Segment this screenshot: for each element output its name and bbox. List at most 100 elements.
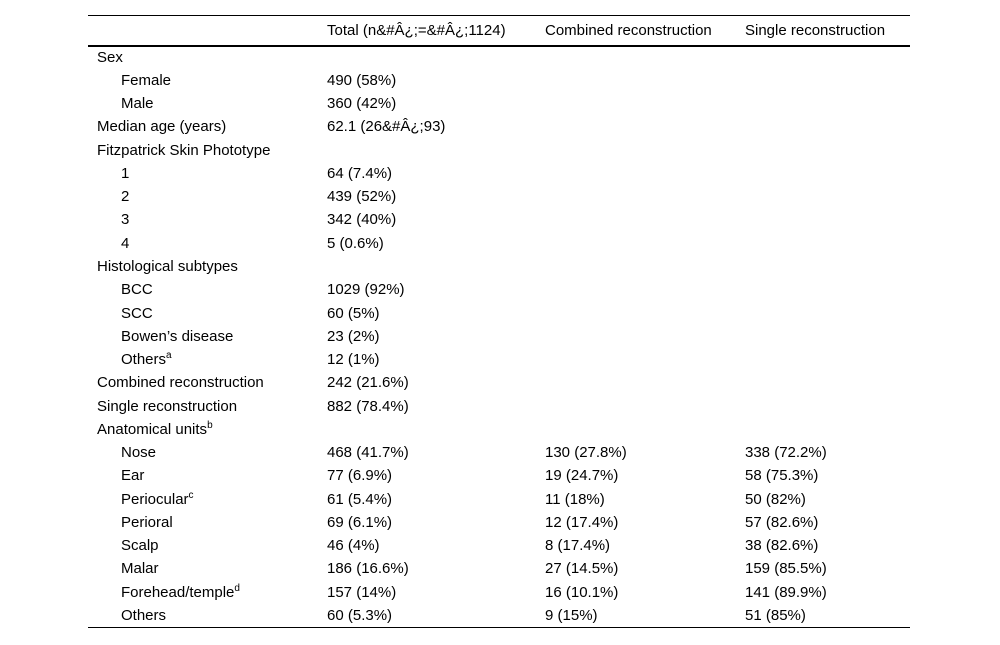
single-cell: 58 (75.3%): [745, 467, 819, 485]
footnote-marker: a: [166, 350, 172, 362]
row-label: Nose: [121, 444, 157, 462]
combined-cell: [545, 139, 745, 162]
combined-cell: [545, 278, 745, 301]
table-row: Periocularc 61 (5.4%) 11 (18%) 50 (82%): [88, 488, 910, 511]
table-row: Female 490 (58%): [88, 69, 910, 92]
single-cell: [745, 232, 910, 255]
single-cell: [745, 162, 910, 185]
row-label: 3: [121, 211, 130, 229]
table-row: Malar 186 (16.6%) 27 (14.5%) 159 (85.5%): [88, 557, 910, 580]
column-header-empty: [88, 15, 327, 47]
single-cell: [745, 348, 910, 371]
row-label: 1: [121, 164, 130, 182]
total-cell: 12 (1%): [327, 351, 380, 369]
combined-cell: [545, 371, 745, 394]
total-cell: [327, 139, 545, 162]
single-cell: [745, 278, 910, 301]
single-cell: [745, 139, 910, 162]
table-row: Ear 77 (6.9%) 19 (24.7%) 58 (75.3%): [88, 464, 910, 487]
row-label: Malar: [121, 560, 159, 578]
row-label: Combined reconstruction: [97, 374, 264, 392]
total-cell: [327, 418, 545, 441]
combined-cell: 19 (24.7%): [545, 467, 619, 485]
total-cell: [327, 46, 545, 69]
combined-cell: [545, 185, 745, 208]
row-label: Median age (years): [97, 118, 227, 136]
table-row: Single reconstruction 882 (78.4%): [88, 394, 910, 417]
table-row: BCC 1029 (92%): [88, 278, 910, 301]
footnote-marker: d: [234, 582, 240, 594]
total-cell: 77 (6.9%): [327, 467, 393, 485]
total-cell: 62.1 (26&#Â¿;93): [327, 118, 446, 136]
table-row: Perioral 69 (6.1%) 12 (17.4%) 57 (82.6%): [88, 511, 910, 534]
combined-cell: [545, 255, 745, 278]
table-row: Fitzpatrick Skin Phototype: [88, 139, 910, 162]
row-label: Sex: [97, 49, 123, 67]
combined-cell: 11 (18%): [545, 490, 605, 508]
total-cell: 342 (40%): [327, 211, 397, 229]
total-cell: 242 (21.6%): [327, 374, 409, 392]
total-cell: 490 (58%): [327, 71, 397, 89]
column-header-combined-reconstruction: Combined reconstruction: [545, 15, 745, 47]
footnote-marker: c: [188, 489, 194, 501]
combined-cell: 16 (10.1%): [545, 583, 619, 601]
combined-cell: [545, 325, 745, 348]
table-row: Histological subtypes: [88, 255, 910, 278]
table-row: 2 439 (52%): [88, 185, 910, 208]
row-label: Perioral: [121, 513, 173, 531]
table-row: 3 342 (40%): [88, 208, 910, 231]
total-cell: 46 (4%): [327, 537, 380, 555]
single-cell: [745, 46, 910, 69]
patient-characteristics-table: Total (n&#Â¿;=&#Â¿;1124) Combined recons…: [88, 15, 910, 628]
total-cell: 64 (7.4%): [327, 164, 393, 182]
row-label: Others: [88, 603, 327, 628]
table-row: Bowen’s disease 23 (2%): [88, 325, 910, 348]
table-row: Othersa 12 (1%): [88, 348, 910, 371]
combined-cell: [545, 301, 745, 324]
single-cell: [745, 301, 910, 324]
single-cell: [745, 92, 910, 115]
table-row: Male 360 (42%): [88, 92, 910, 115]
single-cell: [745, 255, 910, 278]
total-cell: 439 (52%): [327, 188, 397, 206]
combined-cell: [545, 92, 745, 115]
row-label: Forehead/templed: [121, 582, 240, 601]
row-label: Single reconstruction: [97, 397, 238, 415]
single-cell: [745, 325, 910, 348]
total-cell: 61 (5.4%): [327, 490, 393, 508]
combined-cell: [545, 348, 745, 371]
combined-cell: [545, 232, 745, 255]
single-cell: [745, 185, 910, 208]
combined-cell: [545, 115, 745, 138]
combined-cell: [545, 162, 745, 185]
column-header-single-reconstruction: Single reconstruction: [745, 15, 910, 47]
combined-cell: [545, 394, 745, 417]
total-cell: 69 (6.1%): [327, 513, 393, 531]
total-cell: 468 (41.7%): [327, 444, 409, 462]
single-cell: [745, 115, 910, 138]
combined-cell: 27 (14.5%): [545, 560, 619, 578]
single-cell: 159 (85.5%): [745, 560, 827, 578]
table-row: 4 5 (0.6%): [88, 232, 910, 255]
table-row: Anatomical unitsb: [88, 418, 910, 441]
row-label: Periocularc: [121, 489, 194, 508]
table-header: Total (n&#Â¿;=&#Â¿;1124) Combined recons…: [88, 15, 910, 47]
single-cell: 57 (82.6%): [745, 513, 819, 531]
table-row: Sex: [88, 46, 910, 69]
total-cell: 60 (5%): [327, 304, 380, 322]
column-header-total: Total (n&#Â¿;=&#Â¿;1124): [327, 15, 545, 47]
single-cell: 50 (82%): [745, 490, 806, 508]
table-row: 1 64 (7.4%): [88, 162, 910, 185]
single-cell: [745, 208, 910, 231]
combined-cell: 12 (17.4%): [545, 513, 619, 531]
table-row: Nose 468 (41.7%) 130 (27.8%) 338 (72.2%): [88, 441, 910, 464]
total-cell: 360 (42%): [327, 95, 397, 113]
table-row: Scalp 46 (4%) 8 (17.4%) 38 (82.6%): [88, 534, 910, 557]
row-label: Female: [121, 71, 172, 89]
single-cell: [745, 371, 910, 394]
total-cell: [327, 255, 545, 278]
single-cell: 38 (82.6%): [745, 537, 819, 555]
table-body: Sex Female 490 (58%) Male 360 (42%) Median ag…: [88, 46, 910, 628]
row-label: Anatomical unitsb: [97, 419, 213, 438]
